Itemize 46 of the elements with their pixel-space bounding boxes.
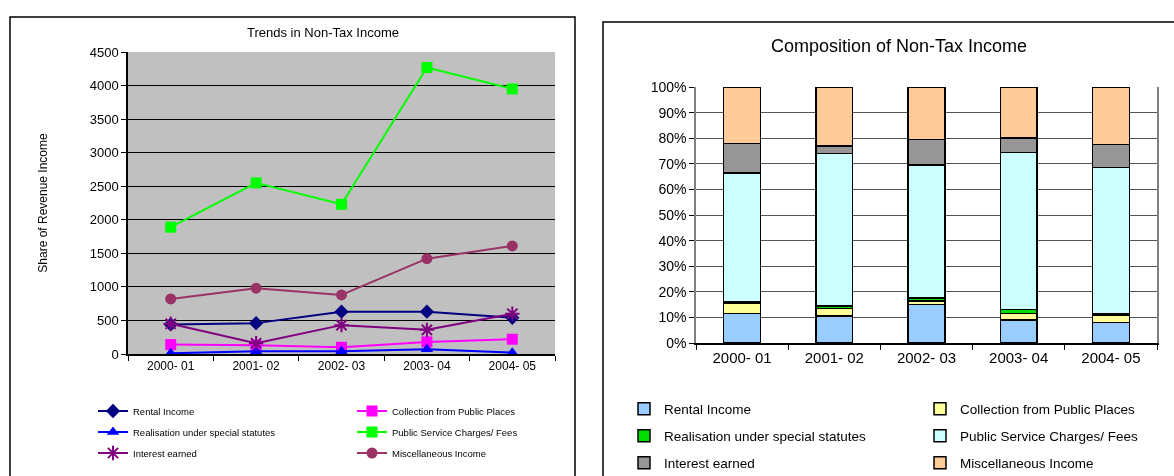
x-tick-label: 2002- 03 (317, 359, 366, 374)
y-tick-label: 0% (666, 334, 687, 351)
y-tick-label: 90% (658, 104, 687, 121)
y-tick-label: 70% (658, 155, 687, 172)
legend-label: Rental Income (664, 402, 752, 418)
y-tick-label: 0 (111, 346, 119, 362)
x-tick-label: 2004- 05 (488, 359, 537, 374)
x-tick-label: 2004- 05 (1081, 348, 1141, 366)
x-tick-label: 2001- 02 (232, 359, 281, 374)
legend-label: Rental Income (133, 405, 195, 417)
y-tick-label: 4000 (89, 78, 119, 94)
y-tick-label: 3500 (89, 111, 119, 127)
y-tick-label: 4500 (89, 44, 119, 60)
x-tick-label: 2000- 01 (712, 348, 772, 366)
y-tick-label: 40% (658, 232, 687, 249)
y-tick-label: 100% (650, 78, 687, 95)
chart-title: Composition of Non-Tax Income (771, 36, 1028, 56)
y-tick-label: 80% (658, 130, 687, 147)
y-axis-title: Share of Revenue Income (35, 132, 50, 273)
legend-label: Collection from Public Places (392, 405, 516, 417)
legend-label: Miscellaneous Income (392, 447, 486, 459)
y-tick-label: 1500 (89, 245, 119, 261)
x-tick-label: 2000- 01 (147, 359, 195, 374)
legend-label: Realisation under special statutes (664, 429, 867, 445)
y-tick-label: 10% (658, 309, 687, 326)
y-tick-label: 20% (658, 283, 687, 300)
y-tick-label: 1000 (89, 279, 119, 295)
legend-label: Interest earned (133, 447, 197, 459)
legend-label: Public Service Charges/ Fees (960, 429, 1139, 445)
chart-title: Trends in Non-Tax Income (247, 25, 399, 40)
x-tick-label: 2003- 04 (403, 359, 451, 374)
y-tick-label: 2000 (89, 212, 119, 228)
legend-label: Collection from Public Places (960, 402, 1136, 418)
legend-label: Interest earned (664, 456, 755, 472)
y-tick-label: 60% (658, 181, 687, 198)
x-tick-label: 2003- 04 (989, 348, 1049, 366)
x-tick-label: 2001- 02 (804, 348, 864, 366)
y-tick-label: 500 (96, 312, 119, 328)
y-tick-label: 50% (658, 206, 687, 223)
y-tick-label: 30% (658, 258, 687, 275)
x-tick-label: 2002- 03 (896, 348, 957, 366)
legend-label: Realisation under special statutes (133, 426, 276, 438)
legend-label: Public Service Charges/ Fees (392, 426, 518, 438)
y-tick-label: 3000 (89, 145, 119, 161)
legend-label: Miscellaneous Income (960, 456, 1094, 472)
y-tick-label: 2500 (89, 178, 119, 194)
